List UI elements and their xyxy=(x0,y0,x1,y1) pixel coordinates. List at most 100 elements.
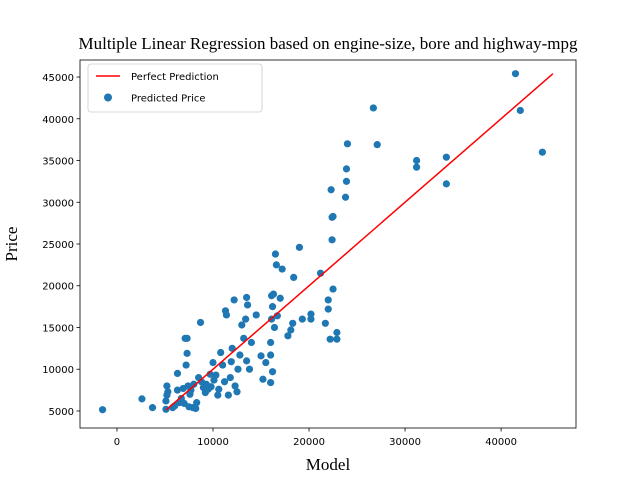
x-tick-label: 10000 xyxy=(197,437,229,448)
point xyxy=(183,334,191,342)
point xyxy=(238,321,246,329)
point xyxy=(269,290,278,298)
point xyxy=(259,375,267,383)
point xyxy=(245,365,254,373)
legend-marker xyxy=(104,93,112,102)
point xyxy=(173,386,182,394)
point xyxy=(222,311,231,319)
point xyxy=(224,391,232,399)
point xyxy=(214,391,222,399)
y-tick-label: 25000 xyxy=(42,240,74,251)
point xyxy=(329,285,337,293)
point xyxy=(412,156,421,165)
y-tick-label: 40000 xyxy=(42,115,74,126)
legend-label: Predicted Price xyxy=(131,94,206,105)
point xyxy=(298,315,306,323)
point xyxy=(209,358,217,367)
y-axis-label: Price xyxy=(2,227,21,262)
legend-label: Perfect Prediction xyxy=(131,72,219,83)
point xyxy=(196,318,205,327)
x-axis-label: Model xyxy=(306,455,351,474)
point xyxy=(212,371,220,379)
point xyxy=(98,406,107,414)
point xyxy=(243,301,252,309)
point xyxy=(220,378,229,386)
point xyxy=(516,106,524,115)
y-tick-label: 30000 xyxy=(42,198,74,209)
y-tick-label: 15000 xyxy=(42,323,74,334)
point xyxy=(192,404,200,413)
point xyxy=(511,70,520,78)
point xyxy=(271,250,280,258)
point xyxy=(234,365,242,373)
point xyxy=(162,397,170,405)
point xyxy=(307,315,315,323)
point xyxy=(268,303,277,311)
x-tick-label: 0 xyxy=(114,437,120,448)
point xyxy=(369,104,377,112)
point xyxy=(252,311,260,319)
point xyxy=(342,177,351,185)
point xyxy=(243,293,251,302)
y-tick-label: 20000 xyxy=(42,282,74,293)
point xyxy=(217,348,225,357)
x-tick-label: 40000 xyxy=(485,437,517,448)
point xyxy=(442,153,450,161)
point xyxy=(173,369,182,378)
chart-title: Multiple Linear Regression based on engi… xyxy=(78,34,578,53)
y-tick-label: 45000 xyxy=(42,73,74,84)
point xyxy=(287,326,295,334)
point xyxy=(343,140,352,148)
point xyxy=(442,180,450,188)
point xyxy=(412,163,421,171)
point xyxy=(267,338,275,347)
point xyxy=(307,310,315,318)
point xyxy=(278,265,286,273)
point xyxy=(242,315,250,323)
point xyxy=(272,261,280,269)
point xyxy=(243,357,251,365)
point xyxy=(267,378,275,387)
point xyxy=(233,388,241,396)
point xyxy=(230,296,238,304)
point xyxy=(187,386,195,394)
point xyxy=(276,294,284,302)
point xyxy=(333,335,341,343)
point xyxy=(341,193,350,201)
point xyxy=(538,148,546,156)
point xyxy=(267,351,275,359)
point xyxy=(268,368,277,376)
point xyxy=(226,373,234,382)
point xyxy=(342,165,351,173)
point xyxy=(321,319,329,327)
y-tick-label: 5000 xyxy=(49,407,74,418)
point xyxy=(247,338,256,347)
point xyxy=(227,358,235,366)
point xyxy=(328,236,336,244)
point xyxy=(284,332,292,340)
line xyxy=(165,73,554,411)
y-tick-label: 10000 xyxy=(42,365,74,376)
point xyxy=(326,335,334,343)
point xyxy=(324,305,332,313)
point xyxy=(164,388,172,396)
point xyxy=(163,382,171,390)
point xyxy=(193,399,201,407)
point xyxy=(373,141,381,149)
x-tick-label: 20000 xyxy=(293,437,325,448)
point xyxy=(262,358,270,367)
point xyxy=(236,351,244,359)
point xyxy=(333,328,341,337)
x-tick-label: 30000 xyxy=(389,437,421,448)
point xyxy=(215,385,223,393)
point xyxy=(182,361,190,369)
point xyxy=(231,382,239,390)
legend-box xyxy=(87,63,263,113)
point xyxy=(148,404,157,412)
point xyxy=(190,380,198,388)
point xyxy=(329,212,337,221)
point xyxy=(207,383,215,391)
point xyxy=(289,319,297,327)
point xyxy=(295,243,304,251)
y-tick-label: 35000 xyxy=(42,157,74,168)
